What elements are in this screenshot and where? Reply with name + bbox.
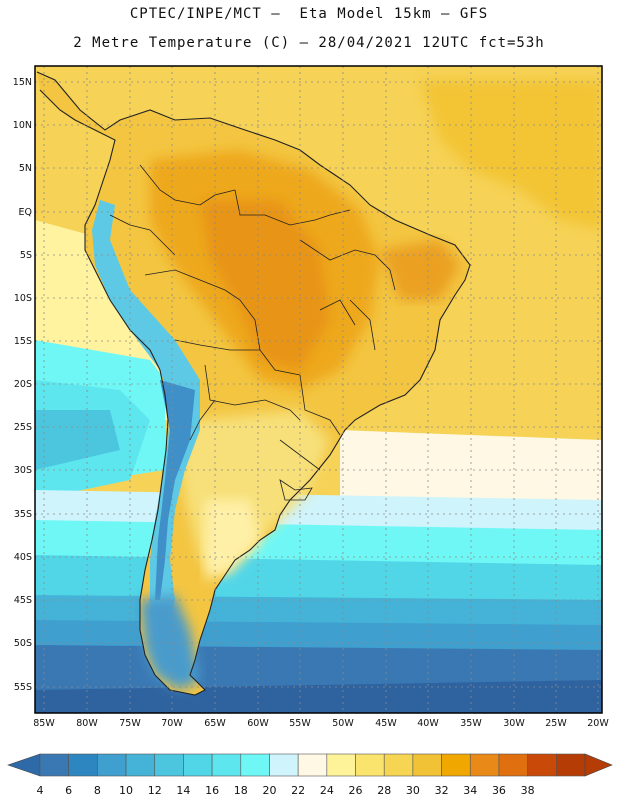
lon-label: 40W <box>417 718 439 729</box>
graticule <box>35 66 602 713</box>
lat-label: 25S <box>14 422 32 433</box>
northeast-hot-area <box>380 240 460 300</box>
colorbar-swatch <box>498 753 528 777</box>
lat-label: 55S <box>14 682 32 693</box>
lat-label: 10N <box>13 120 32 131</box>
lat-label: 15S <box>14 336 32 347</box>
colorbar-swatch <box>68 753 98 777</box>
colorbar-label: 10 <box>119 784 133 797</box>
colorbar-swatch <box>39 753 69 777</box>
colorbar-label: 30 <box>406 784 420 797</box>
colorbar-swatch <box>383 753 414 777</box>
lat-label: 10S <box>14 293 32 304</box>
andes-coldest-strip <box>155 380 195 600</box>
colorbar-label: 22 <box>291 784 305 797</box>
country-borders <box>36 71 471 696</box>
lat-label: 15N <box>13 77 32 88</box>
patagonia-cold-area <box>140 595 200 690</box>
lon-label: 50W <box>332 718 354 729</box>
colorbar-label: 38 <box>521 784 535 797</box>
colorbar-boxes <box>7 753 613 777</box>
colorbar-swatch <box>240 753 270 777</box>
colorbar-label: 24 <box>320 784 334 797</box>
colorbar-swatch <box>97 753 127 777</box>
colorbar-label: 12 <box>148 784 162 797</box>
colorbar-label: 32 <box>435 784 449 797</box>
colorbar-label: 28 <box>377 784 391 797</box>
colorbar-label: 34 <box>463 784 477 797</box>
lat-label: 45S <box>14 595 32 606</box>
lon-label: 20W <box>587 718 609 729</box>
hottest-interior-area <box>200 200 330 370</box>
lat-label: EQ <box>19 207 32 218</box>
colorbar-swatch <box>269 753 299 777</box>
lat-label: 40S <box>14 552 32 563</box>
colorbar-swatch <box>297 753 328 777</box>
lat-label: 35S <box>14 509 32 520</box>
lat-label: 5N <box>19 163 32 174</box>
colorbar-swatch <box>326 753 356 777</box>
lon-label: 45W <box>375 718 397 729</box>
lon-label: 80W <box>76 718 98 729</box>
colorbar-swatch <box>355 753 385 777</box>
andes-cold-strip <box>92 200 200 640</box>
colorbar-swatch <box>556 753 586 777</box>
colorbar-label: 16 <box>205 784 219 797</box>
lon-label: 70W <box>161 718 183 729</box>
lat-label: 5S <box>20 250 32 261</box>
lon-label: 25W <box>545 718 567 729</box>
colorbar-label: 26 <box>349 784 363 797</box>
latitude-labels: 15N 10N 5N EQ 5S 10S 15S 20S 25S 30S 35S… <box>13 77 32 693</box>
lat-label: 20S <box>14 379 32 390</box>
colorbar-label: 8 <box>94 784 101 797</box>
lon-label: 75W <box>119 718 141 729</box>
colorbar-swatch <box>527 753 557 777</box>
pacific-cooler-area <box>35 410 120 470</box>
colorbar-swatch <box>154 753 184 777</box>
lon-label: 60W <box>247 718 269 729</box>
colorbar-label: 20 <box>262 784 276 797</box>
ocean-very-warm-area <box>420 80 602 230</box>
colorbar-swatch <box>469 753 500 777</box>
map-title-line-1: CPTEC/INPE/MCT – Eta Model 15km – GFS <box>129 6 489 22</box>
lon-label: 85W <box>33 718 55 729</box>
lon-label: 30W <box>503 718 525 729</box>
map-title-line-2: 2 Metre Temperature (C) – 28/04/2021 12U… <box>73 35 545 51</box>
patagonia-mild-area <box>205 500 260 580</box>
colorbar-label: 4 <box>37 784 44 797</box>
colorbar-label: 36 <box>492 784 506 797</box>
colorbar-swatch <box>125 753 156 777</box>
lon-label: 55W <box>289 718 311 729</box>
temperature-field <box>35 66 602 713</box>
colorbar-label: 6 <box>65 784 72 797</box>
colorbar-right-arrow <box>584 753 613 777</box>
lon-label: 35W <box>460 718 482 729</box>
longitude-labels: 85W 80W 75W 70W 65W 60W 55W 50W 45W 40W … <box>33 718 609 729</box>
colorbar-label: 18 <box>234 784 248 797</box>
colorbar-swatch <box>183 753 213 777</box>
map-frame <box>34 65 603 714</box>
colorbar-labels: 4 6 8 10 12 14 16 18 20 22 24 26 28 30 32 34 36 38 <box>37 784 535 797</box>
colorbar-label: 14 <box>176 784 190 797</box>
lat-label: 30S <box>14 465 32 476</box>
lat-label: 50S <box>14 638 32 649</box>
colorbar-left-arrow <box>7 753 41 777</box>
colorbar-swatch <box>412 753 442 777</box>
lon-label: 65W <box>204 718 226 729</box>
colorbar-swatch <box>441 753 471 777</box>
colorbar-swatch <box>211 753 242 777</box>
